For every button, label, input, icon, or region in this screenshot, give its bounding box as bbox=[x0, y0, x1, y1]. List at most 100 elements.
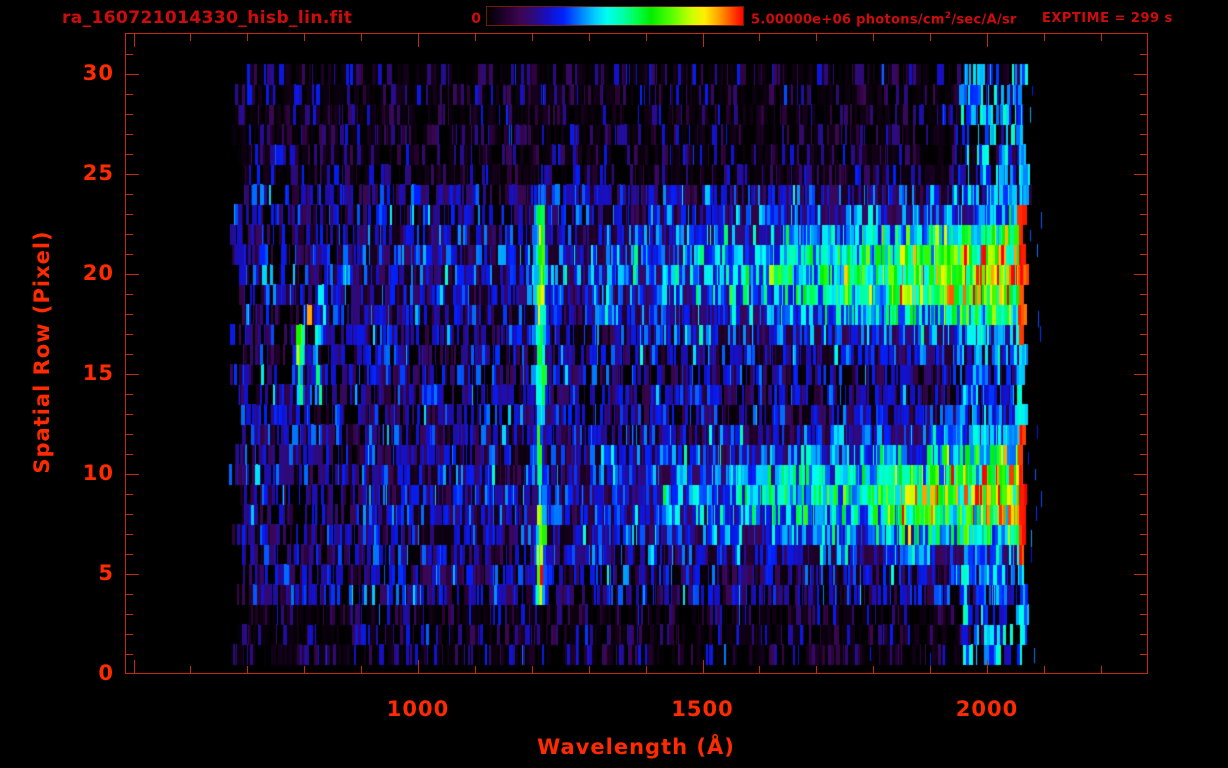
y-tick-right bbox=[1134, 174, 1147, 175]
x-tick-label: 1000 bbox=[386, 697, 450, 721]
y-tick-label: 10 bbox=[82, 461, 114, 485]
y-tick-right bbox=[1140, 454, 1147, 455]
y-tick bbox=[126, 174, 139, 175]
x-tick-label: 2000 bbox=[955, 697, 1019, 721]
y-tick-label: 20 bbox=[82, 261, 114, 285]
y-tick bbox=[126, 614, 133, 615]
spectral-image-canvas bbox=[125, 33, 1148, 674]
y-tick-right bbox=[1140, 214, 1147, 215]
y-tick-right bbox=[1140, 234, 1147, 235]
y-tick-right bbox=[1140, 94, 1147, 95]
y-tick-label: 5 bbox=[98, 561, 114, 585]
y-tick-right bbox=[1140, 334, 1147, 335]
y-tick bbox=[126, 254, 133, 255]
x-tick bbox=[873, 666, 874, 673]
x-tick-top bbox=[816, 34, 817, 41]
y-tick bbox=[126, 414, 133, 415]
y-tick-right bbox=[1140, 654, 1147, 655]
y-tick-right bbox=[1134, 74, 1147, 75]
y-tick bbox=[126, 134, 133, 135]
y-tick-right bbox=[1140, 194, 1147, 195]
y-tick-right bbox=[1134, 574, 1147, 575]
y-tick bbox=[126, 394, 133, 395]
y-tick bbox=[126, 234, 133, 235]
y-tick bbox=[126, 74, 139, 75]
x-tick-top bbox=[304, 34, 305, 41]
x-tick-top bbox=[361, 34, 362, 41]
y-tick-label: 25 bbox=[82, 161, 114, 185]
y-tick-right bbox=[1140, 134, 1147, 135]
y-tick-right bbox=[1140, 614, 1147, 615]
y-tick bbox=[126, 534, 133, 535]
x-tick-top bbox=[759, 34, 760, 41]
y-tick-right bbox=[1140, 534, 1147, 535]
colorbar-max-label: 5.00000e+06 photons/cm2/sec/A/sr bbox=[751, 11, 1017, 28]
y-tick-right bbox=[1140, 314, 1147, 315]
x-tick-top bbox=[589, 34, 590, 41]
exptime-label: EXPTIME = 299 s bbox=[1042, 11, 1173, 26]
x-tick bbox=[589, 666, 590, 673]
y-tick-right bbox=[1140, 154, 1147, 155]
x-tick-top bbox=[134, 34, 135, 47]
x-tick bbox=[703, 660, 704, 673]
y-tick-label: 15 bbox=[82, 361, 114, 385]
x-tick bbox=[247, 666, 248, 673]
y-tick bbox=[126, 434, 133, 435]
colorbar-min-label: 0 bbox=[471, 11, 481, 27]
y-tick bbox=[126, 114, 133, 115]
y-tick bbox=[126, 214, 133, 215]
x-tick-top bbox=[190, 34, 191, 41]
y-tick-right bbox=[1134, 274, 1147, 275]
x-tick bbox=[1101, 666, 1102, 673]
y-tick-right bbox=[1140, 494, 1147, 495]
superscript-2: 2 bbox=[944, 11, 952, 21]
y-tick bbox=[126, 194, 133, 195]
x-tick-top bbox=[1101, 34, 1102, 41]
y-tick-right bbox=[1140, 594, 1147, 595]
x-tick-top bbox=[475, 34, 476, 41]
y-tick bbox=[126, 154, 133, 155]
y-axis-title: Spatial Row (Pixel) bbox=[30, 230, 54, 474]
x-axis-title: Wavelength (Å) bbox=[537, 735, 735, 759]
x-tick-top bbox=[987, 34, 988, 47]
y-tick bbox=[126, 634, 133, 635]
y-tick bbox=[126, 454, 133, 455]
y-tick-right bbox=[1140, 414, 1147, 415]
y-tick-right bbox=[1134, 374, 1147, 375]
y-tick bbox=[126, 574, 139, 575]
x-tick bbox=[134, 660, 135, 673]
x-tick-top bbox=[646, 34, 647, 41]
x-tick bbox=[532, 666, 533, 673]
x-tick bbox=[418, 660, 419, 673]
x-tick bbox=[987, 660, 988, 673]
x-tick-top bbox=[418, 34, 419, 47]
y-tick bbox=[126, 354, 133, 355]
x-tick-top bbox=[1044, 34, 1045, 41]
y-tick-right bbox=[1140, 294, 1147, 295]
y-tick bbox=[126, 594, 133, 595]
x-tick bbox=[1044, 666, 1045, 673]
x-tick bbox=[475, 666, 476, 673]
x-tick-top bbox=[930, 34, 931, 41]
y-tick-right bbox=[1140, 394, 1147, 395]
x-tick bbox=[304, 666, 305, 673]
y-tick bbox=[126, 94, 133, 95]
x-tick-top bbox=[532, 34, 533, 41]
x-tick-top bbox=[873, 34, 874, 41]
y-tick bbox=[126, 274, 139, 275]
y-tick bbox=[126, 494, 133, 495]
y-tick-right bbox=[1140, 554, 1147, 555]
y-tick-right bbox=[1140, 54, 1147, 55]
filename-title: ra_160721014330_hisb_lin.fit bbox=[62, 8, 353, 28]
x-tick bbox=[759, 666, 760, 673]
y-tick-right bbox=[1140, 354, 1147, 355]
y-tick bbox=[126, 54, 133, 55]
y-tick-label: 30 bbox=[82, 61, 114, 85]
y-tick bbox=[126, 334, 133, 335]
x-tick-label: 1500 bbox=[671, 697, 734, 721]
x-tick bbox=[930, 666, 931, 673]
y-tick bbox=[126, 554, 133, 555]
y-tick bbox=[126, 474, 139, 475]
y-tick-label: 0 bbox=[98, 661, 114, 685]
